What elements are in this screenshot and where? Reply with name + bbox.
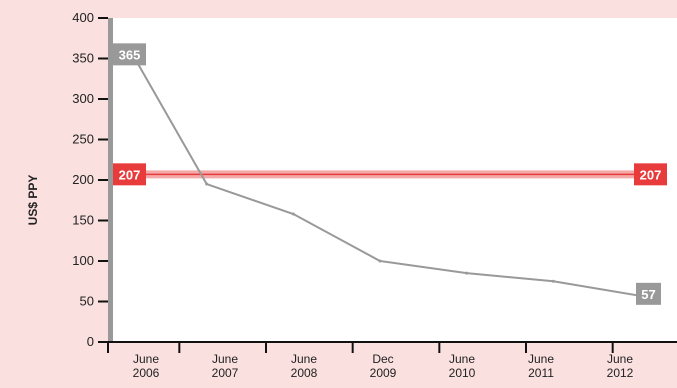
start-label-price: 365 [119,47,141,62]
x-axis: June 2006 June 2007 June 2008 Dec 2009 June 2010 J… [98,341,677,380]
data-point [551,279,555,283]
y-tick-label: 300 [72,91,94,106]
x-tick-label: June 2012 [607,352,634,380]
y-axis-label: US$ PPY [26,175,40,226]
data-point [465,271,469,275]
start-label-price-box [113,43,146,66]
y-tick-label: 250 [72,132,94,147]
series-layer [113,44,642,298]
y-tick-label: 50 [80,294,94,309]
y-tick-label: 350 [72,51,94,66]
y-axis: 0 50 100 150 200 250 300 350 400 [72,10,108,349]
x-tick-label: Dec 2009 [370,352,397,380]
y-tick-label: 0 [87,334,94,349]
start-label-reference-box [113,163,146,186]
x-tick-label: June 2010 [449,352,476,380]
data-point [205,182,209,186]
start-label-reference: 207 [119,167,141,182]
y-tick-label: 100 [72,253,94,268]
end-label-reference: 207 [640,167,662,182]
y-axis-bar [108,18,113,342]
y-tick-label: 400 [72,10,94,25]
x-tick-label: June 2008 [291,352,318,380]
x-tick-label: June 2006 [133,352,160,380]
data-point [378,259,382,263]
end-label-price: 57 [641,287,655,302]
data-point [291,212,295,216]
end-label-price-box [636,282,661,305]
end-label-reference-box [634,163,667,186]
x-tick-label: June 2011 [528,352,554,380]
data-labels: 365 57 207 207 [113,43,667,305]
plot-area [108,18,677,342]
y-tick-label: 200 [72,172,94,187]
x-tick-label: June 2007 [212,352,239,380]
y-tick-label: 150 [72,213,94,228]
